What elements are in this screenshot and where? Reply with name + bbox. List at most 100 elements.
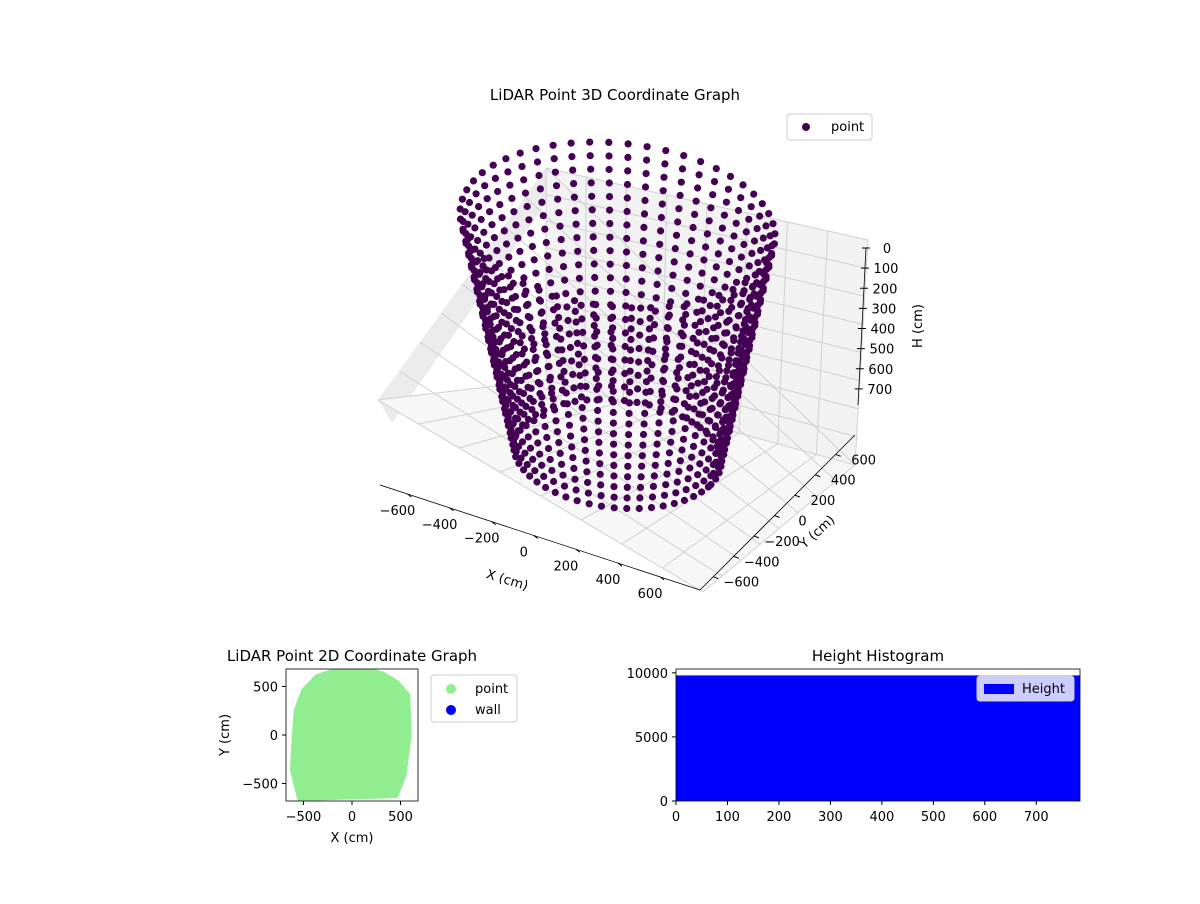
lidar-point: [596, 460, 604, 468]
lidar-point: [626, 388, 634, 396]
lidar-point: [636, 494, 644, 502]
lidar-point: [497, 370, 505, 378]
lidar-point: [484, 328, 493, 336]
lidar-point: [623, 207, 631, 216]
lidar-point: [732, 357, 740, 365]
lidar-point: [552, 182, 561, 190]
lidar-point: [658, 391, 666, 399]
lidar-point: [623, 483, 631, 491]
lidar-point: [747, 316, 755, 324]
lidar-point: [759, 234, 767, 242]
lidar-point: [610, 472, 618, 480]
lidar-point: [638, 462, 646, 470]
lidar-point: [665, 311, 674, 319]
lidar-point: [508, 370, 516, 378]
x-tick-label-hist: 600: [972, 810, 997, 825]
lidar-point: [589, 219, 597, 227]
lidar-point: [624, 167, 632, 175]
lidar-point: [698, 449, 706, 457]
x-axis-label-3d: X (cm): [484, 567, 530, 594]
lidar-point: [555, 313, 563, 322]
chart-3d-title: LiDAR Point 3D Coordinate Graph: [490, 86, 740, 104]
y-tick-label-3d: 200: [810, 494, 835, 509]
lidar-point: [683, 276, 691, 284]
lidar-point: [605, 179, 613, 187]
lidar-point: [730, 389, 738, 397]
lidar-point: [663, 470, 671, 478]
lidar-point: [641, 183, 650, 191]
lidar-point: [680, 496, 689, 504]
lidar-point: [500, 331, 509, 339]
grid-line: [702, 464, 856, 593]
lidar-point: [745, 215, 753, 223]
lidar-point: [582, 457, 590, 465]
lidar-point: [544, 363, 552, 371]
lidar-point: [492, 325, 501, 333]
lidar-point: [554, 346, 562, 354]
lidar-point: [482, 275, 490, 283]
lidar-point: [575, 261, 583, 269]
lidar-point: [536, 185, 545, 193]
lidar-point: [512, 221, 520, 229]
lidar-point: [516, 247, 524, 255]
lidar-point: [742, 228, 750, 236]
y-tick-label-hist: 10000: [627, 667, 668, 682]
lidar-point: [675, 205, 683, 213]
y-tick-label-2d: −500: [242, 778, 278, 793]
lidar-point: [506, 389, 514, 397]
lidar-point: [519, 421, 527, 429]
lidar-point: [575, 361, 583, 369]
lidar-point: [650, 334, 658, 342]
lidar-point: [504, 415, 512, 423]
y-tick-3d: [774, 515, 780, 518]
lidar-point: [696, 424, 704, 432]
lidar-point: [523, 358, 531, 366]
lidar-point: [702, 466, 710, 474]
grid-line: [545, 300, 860, 382]
z-tick-label-3d: 200: [873, 282, 898, 297]
z-ticks-3d: 0 100 200 300 400 500 600 700: [854, 242, 898, 398]
lidar-point: [740, 287, 748, 295]
lidar-point: [571, 475, 579, 483]
lidar-point: [727, 349, 735, 357]
lidar-point: [670, 395, 678, 403]
lidar-point: [725, 356, 733, 364]
lidar-point: [737, 194, 745, 202]
lidar-point: [498, 351, 506, 359]
lidar-point: [723, 329, 731, 337]
lidar-point: [500, 227, 508, 235]
lidar-point: [624, 452, 632, 460]
x-tick-3d: [659, 576, 665, 581]
lidar-point: [651, 307, 660, 315]
lidar-point: [537, 309, 545, 317]
lidar-point: [564, 410, 573, 419]
lidar-point: [704, 315, 712, 323]
lidar-point: [688, 453, 696, 461]
lidar-point: [558, 386, 567, 394]
lidar-point: [530, 340, 538, 348]
lidar-point: [610, 440, 618, 448]
lidar-point: [515, 363, 523, 372]
lidar-point: [688, 418, 696, 426]
lidar-point: [512, 351, 520, 359]
lidar-point: [606, 287, 615, 295]
y-tick-label-3d: 400: [831, 474, 856, 489]
lidar-point: [511, 433, 519, 441]
lidar-point: [643, 156, 651, 164]
lidar-point: [722, 374, 730, 382]
lidar-point: [562, 290, 570, 298]
lidar-point: [637, 473, 645, 481]
lidar-point: [622, 288, 630, 297]
lidar-point: [673, 478, 681, 486]
lidar-point: [654, 429, 662, 438]
y-tick-label-2d: 0: [270, 729, 278, 744]
lidar-point: [626, 357, 635, 365]
lidar-point: [503, 299, 511, 307]
y-tick-3d: [815, 474, 821, 478]
lidar-point: [610, 493, 618, 501]
lidar-point: [692, 482, 700, 490]
lidar-point: [737, 253, 746, 261]
lidar-point: [563, 303, 571, 311]
lidar-point: [526, 444, 535, 452]
grid-line: [461, 283, 780, 529]
